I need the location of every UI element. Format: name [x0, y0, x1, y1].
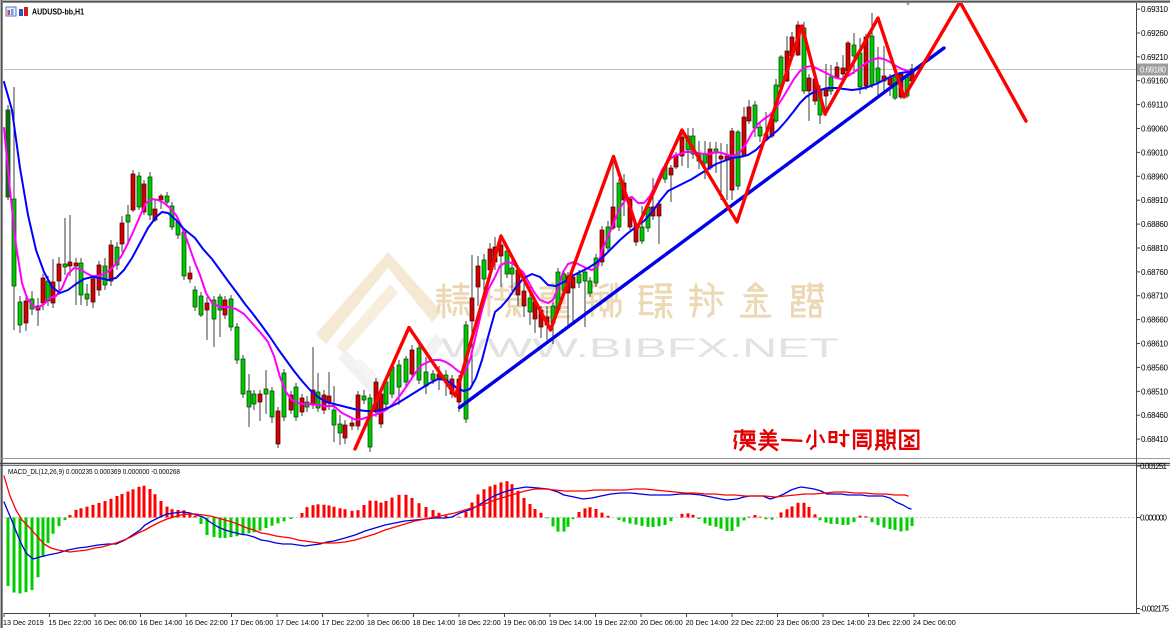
svg-text:0.68610: 0.68610 — [1141, 340, 1169, 349]
svg-text:-0.002175: -0.002175 — [1140, 605, 1170, 614]
svg-text:18 Dec 14:00: 18 Dec 14:00 — [413, 618, 456, 627]
svg-text:17 Dec 06:00: 17 Dec 06:00 — [231, 618, 274, 627]
svg-text:0.68560: 0.68560 — [1141, 363, 1169, 372]
svg-text:18 Dec 22:00: 18 Dec 22:00 — [458, 618, 501, 627]
svg-text:0.68810: 0.68810 — [1141, 244, 1169, 253]
svg-text:0.68710: 0.68710 — [1141, 292, 1169, 301]
svg-text:13 Dec 2019: 13 Dec 2019 — [3, 618, 44, 627]
svg-text:24 Dec 06:00: 24 Dec 06:00 — [913, 618, 956, 627]
svg-text:23 Dec 22:00: 23 Dec 22:00 — [868, 618, 911, 627]
svg-text:0.000000: 0.000000 — [1140, 514, 1168, 523]
svg-text:0.69010: 0.69010 — [1141, 148, 1169, 157]
svg-text:0.68660: 0.68660 — [1141, 316, 1169, 325]
svg-text:19 Dec 22:00: 19 Dec 22:00 — [595, 618, 638, 627]
svg-text:18 Dec 06:00: 18 Dec 06:00 — [367, 618, 410, 627]
svg-text:22 Dec 22:00: 22 Dec 22:00 — [731, 618, 774, 627]
svg-text:0.001251: 0.001251 — [1140, 462, 1168, 471]
svg-text:0.68410: 0.68410 — [1141, 435, 1169, 444]
svg-text:23 Dec 14:00: 23 Dec 14:00 — [822, 618, 865, 627]
svg-text:17 Dec 22:00: 17 Dec 22:00 — [322, 618, 365, 627]
svg-text:20 Dec 06:00: 20 Dec 06:00 — [640, 618, 683, 627]
svg-text:16 Dec 14:00: 16 Dec 14:00 — [140, 618, 183, 627]
svg-text:19 Dec 06:00: 19 Dec 06:00 — [504, 618, 547, 627]
svg-text:23 Dec 06:00: 23 Dec 06:00 — [777, 618, 820, 627]
svg-text:MACD_DL(12,26,9) 0.000235 0.00: MACD_DL(12,26,9) 0.000235 0.000369 0.000… — [8, 467, 180, 476]
svg-text:0.69110: 0.69110 — [1141, 101, 1169, 110]
svg-text:0.69260: 0.69260 — [1141, 29, 1169, 38]
svg-text:0.69210: 0.69210 — [1141, 53, 1169, 62]
svg-text:0.69310: 0.69310 — [1141, 5, 1169, 14]
svg-text:0.68910: 0.68910 — [1141, 196, 1169, 205]
svg-text:16 Dec 06:00: 16 Dec 06:00 — [94, 618, 137, 627]
svg-text:AUDUSD-bb,H1: AUDUSD-bb,H1 — [32, 7, 84, 17]
svg-text:15 Dec 22:00: 15 Dec 22:00 — [49, 618, 92, 627]
svg-text:0.68960: 0.68960 — [1141, 172, 1169, 181]
svg-text:0.69180: 0.69180 — [1140, 66, 1167, 75]
svg-text:0.68460: 0.68460 — [1141, 411, 1169, 420]
svg-text:20 Dec 14:00: 20 Dec 14:00 — [686, 618, 729, 627]
svg-text:0.69160: 0.69160 — [1141, 77, 1169, 86]
svg-text:19 Dec 14:00: 19 Dec 14:00 — [549, 618, 592, 627]
svg-text:0.68510: 0.68510 — [1141, 387, 1169, 396]
svg-text:17 Dec 14:00: 17 Dec 14:00 — [276, 618, 319, 627]
svg-text:0.68760: 0.68760 — [1141, 268, 1169, 277]
svg-text:0.68860: 0.68860 — [1141, 220, 1169, 229]
svg-text:WWW.BIBFX.NET: WWW.BIBFX.NET — [441, 333, 839, 363]
svg-text:0.69060: 0.69060 — [1141, 125, 1169, 134]
svg-text:16 Dec 22:00: 16 Dec 22:00 — [185, 618, 228, 627]
